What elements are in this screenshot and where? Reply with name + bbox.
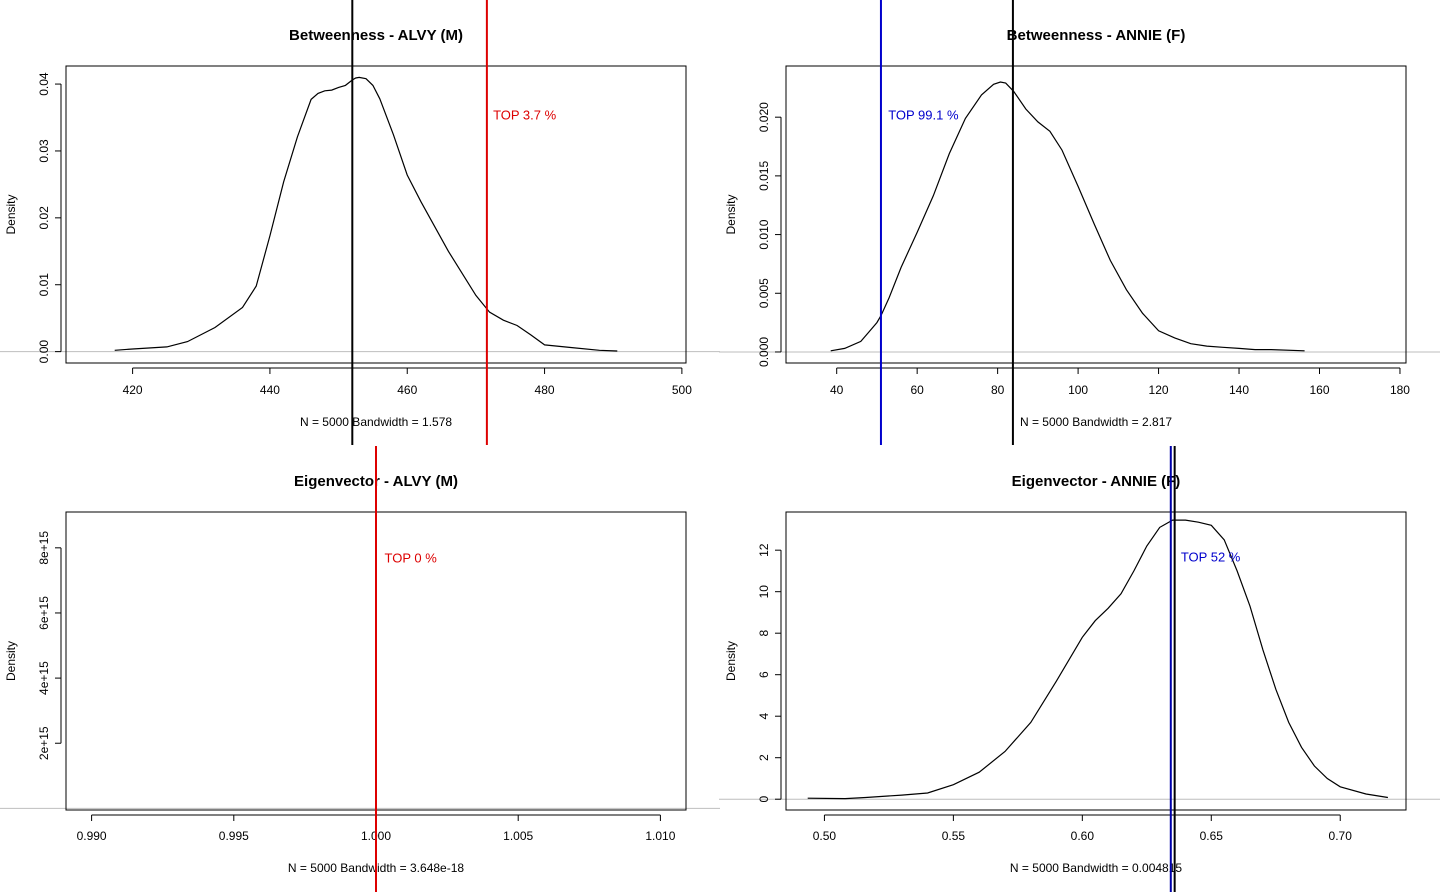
- panel-2-x-tick-label: 40: [830, 383, 844, 397]
- panel-3-x-tick-label: 0.995: [219, 829, 249, 843]
- panel-2-title: Betweenness - ANNIE (F): [1007, 27, 1186, 44]
- panel-1-y-axis-title: Density: [4, 194, 18, 234]
- panel-4-x-tick-label: 0.70: [1329, 829, 1353, 843]
- panel-3-y-axis-title: Density: [4, 641, 18, 681]
- panel-3-percentile-annotation: TOP 0 %: [385, 550, 438, 565]
- panel-1-x-tick-label: 460: [397, 383, 417, 397]
- panel-3-x-tick-label: 1.005: [503, 829, 533, 843]
- panel-4-density-curve: [807, 519, 1388, 800]
- panel-1-x-tick-label: 500: [672, 383, 692, 397]
- panel-4-y-tick-label: 4: [757, 713, 771, 720]
- panel-4-plot-frame: [785, 511, 1407, 811]
- panel-4-y-axis-title: Density: [724, 641, 738, 681]
- panel-2-y-axis-title: Density: [724, 194, 738, 234]
- panel-4-x-tick-label: 0.50: [813, 829, 837, 843]
- panel-3-x-tick-label: 1.010: [645, 829, 675, 843]
- panel-4-title: Eigenvector - ANNIE (F): [1012, 473, 1181, 490]
- panel-2-y-tick-label: 0.020: [757, 102, 771, 132]
- panel-4-x-axis-subtitle: N = 5000 Bandwidth = 0.004815: [1010, 861, 1182, 875]
- panel-2-density-curve: [830, 81, 1305, 352]
- panel-2-plot-frame: [785, 65, 1407, 364]
- panel-2-x-tick-label: 60: [910, 383, 924, 397]
- panel-2-x-tick-label: 180: [1390, 383, 1410, 397]
- panel-2-x-axis-subtitle: N = 5000 Bandwidth = 2.817: [1020, 415, 1172, 429]
- panel-2-x-tick-label: 100: [1068, 383, 1088, 397]
- panel-4-y-tick-label: 12: [757, 543, 771, 557]
- panel-3-y-tick-label: 8e+15: [37, 531, 51, 565]
- panel-3-y-tick-label: 6e+15: [37, 596, 51, 630]
- panel-2-y-tick-label: 0.000: [757, 337, 771, 367]
- panel-3-x-tick-label: 0.990: [77, 829, 107, 843]
- panel-3-y-tick-label: 2e+15: [37, 726, 51, 760]
- panel-4-y-tick-label: 0: [757, 796, 771, 803]
- panel-4-y-tick-label: 2: [757, 754, 771, 761]
- panel-2-percentile-annotation: TOP 99.1 %: [888, 108, 959, 123]
- panel-1-x-tick-label: 480: [535, 383, 555, 397]
- panel-4-y-tick-label: 6: [757, 671, 771, 678]
- panel-2-x-tick-label: 80: [991, 383, 1005, 397]
- panel-1-x-tick-label: 420: [123, 383, 143, 397]
- panel-1-y-tick-label: 0.00: [37, 340, 51, 364]
- panel-4-x-tick-label: 0.60: [1071, 829, 1095, 843]
- panel-4-percentile-annotation: TOP 52 %: [1181, 550, 1241, 565]
- panel-2-x-tick-label: 160: [1309, 383, 1329, 397]
- panel-1-x-axis-subtitle: N = 5000 Bandwidth = 1.578: [300, 415, 452, 429]
- panel-1-density-curve: [114, 76, 618, 352]
- panel-1-y-tick-label: 0.02: [37, 206, 51, 230]
- panel-1-title: Betweenness - ALVY (M): [289, 27, 463, 44]
- panel-3-y-tick-label: 4e+15: [37, 661, 51, 695]
- panel-1-y-tick-label: 0.03: [37, 139, 51, 163]
- panel-4-x-tick-label: 0.65: [1200, 829, 1224, 843]
- panel-2-x-tick-label: 140: [1229, 383, 1249, 397]
- panel-2-y-tick-label: 0.015: [757, 161, 771, 191]
- panel-4-y-tick-label: 8: [757, 630, 771, 637]
- panel-4-y-tick-label: 10: [757, 585, 771, 599]
- panel-1-percentile-annotation: TOP 3.7 %: [493, 108, 557, 123]
- panel-2-y-tick-label: 0.005: [757, 278, 771, 308]
- panel-1-x-tick-label: 440: [260, 383, 280, 397]
- panel-1-y-tick-label: 0.01: [37, 273, 51, 297]
- panel-2-y-tick-label: 0.010: [757, 219, 771, 249]
- panel-2-x-tick-label: 120: [1149, 383, 1169, 397]
- panel-1-y-tick-label: 0.04: [37, 72, 51, 96]
- panel-1-plot-frame: [65, 65, 687, 364]
- panel-4-x-tick-label: 0.55: [942, 829, 966, 843]
